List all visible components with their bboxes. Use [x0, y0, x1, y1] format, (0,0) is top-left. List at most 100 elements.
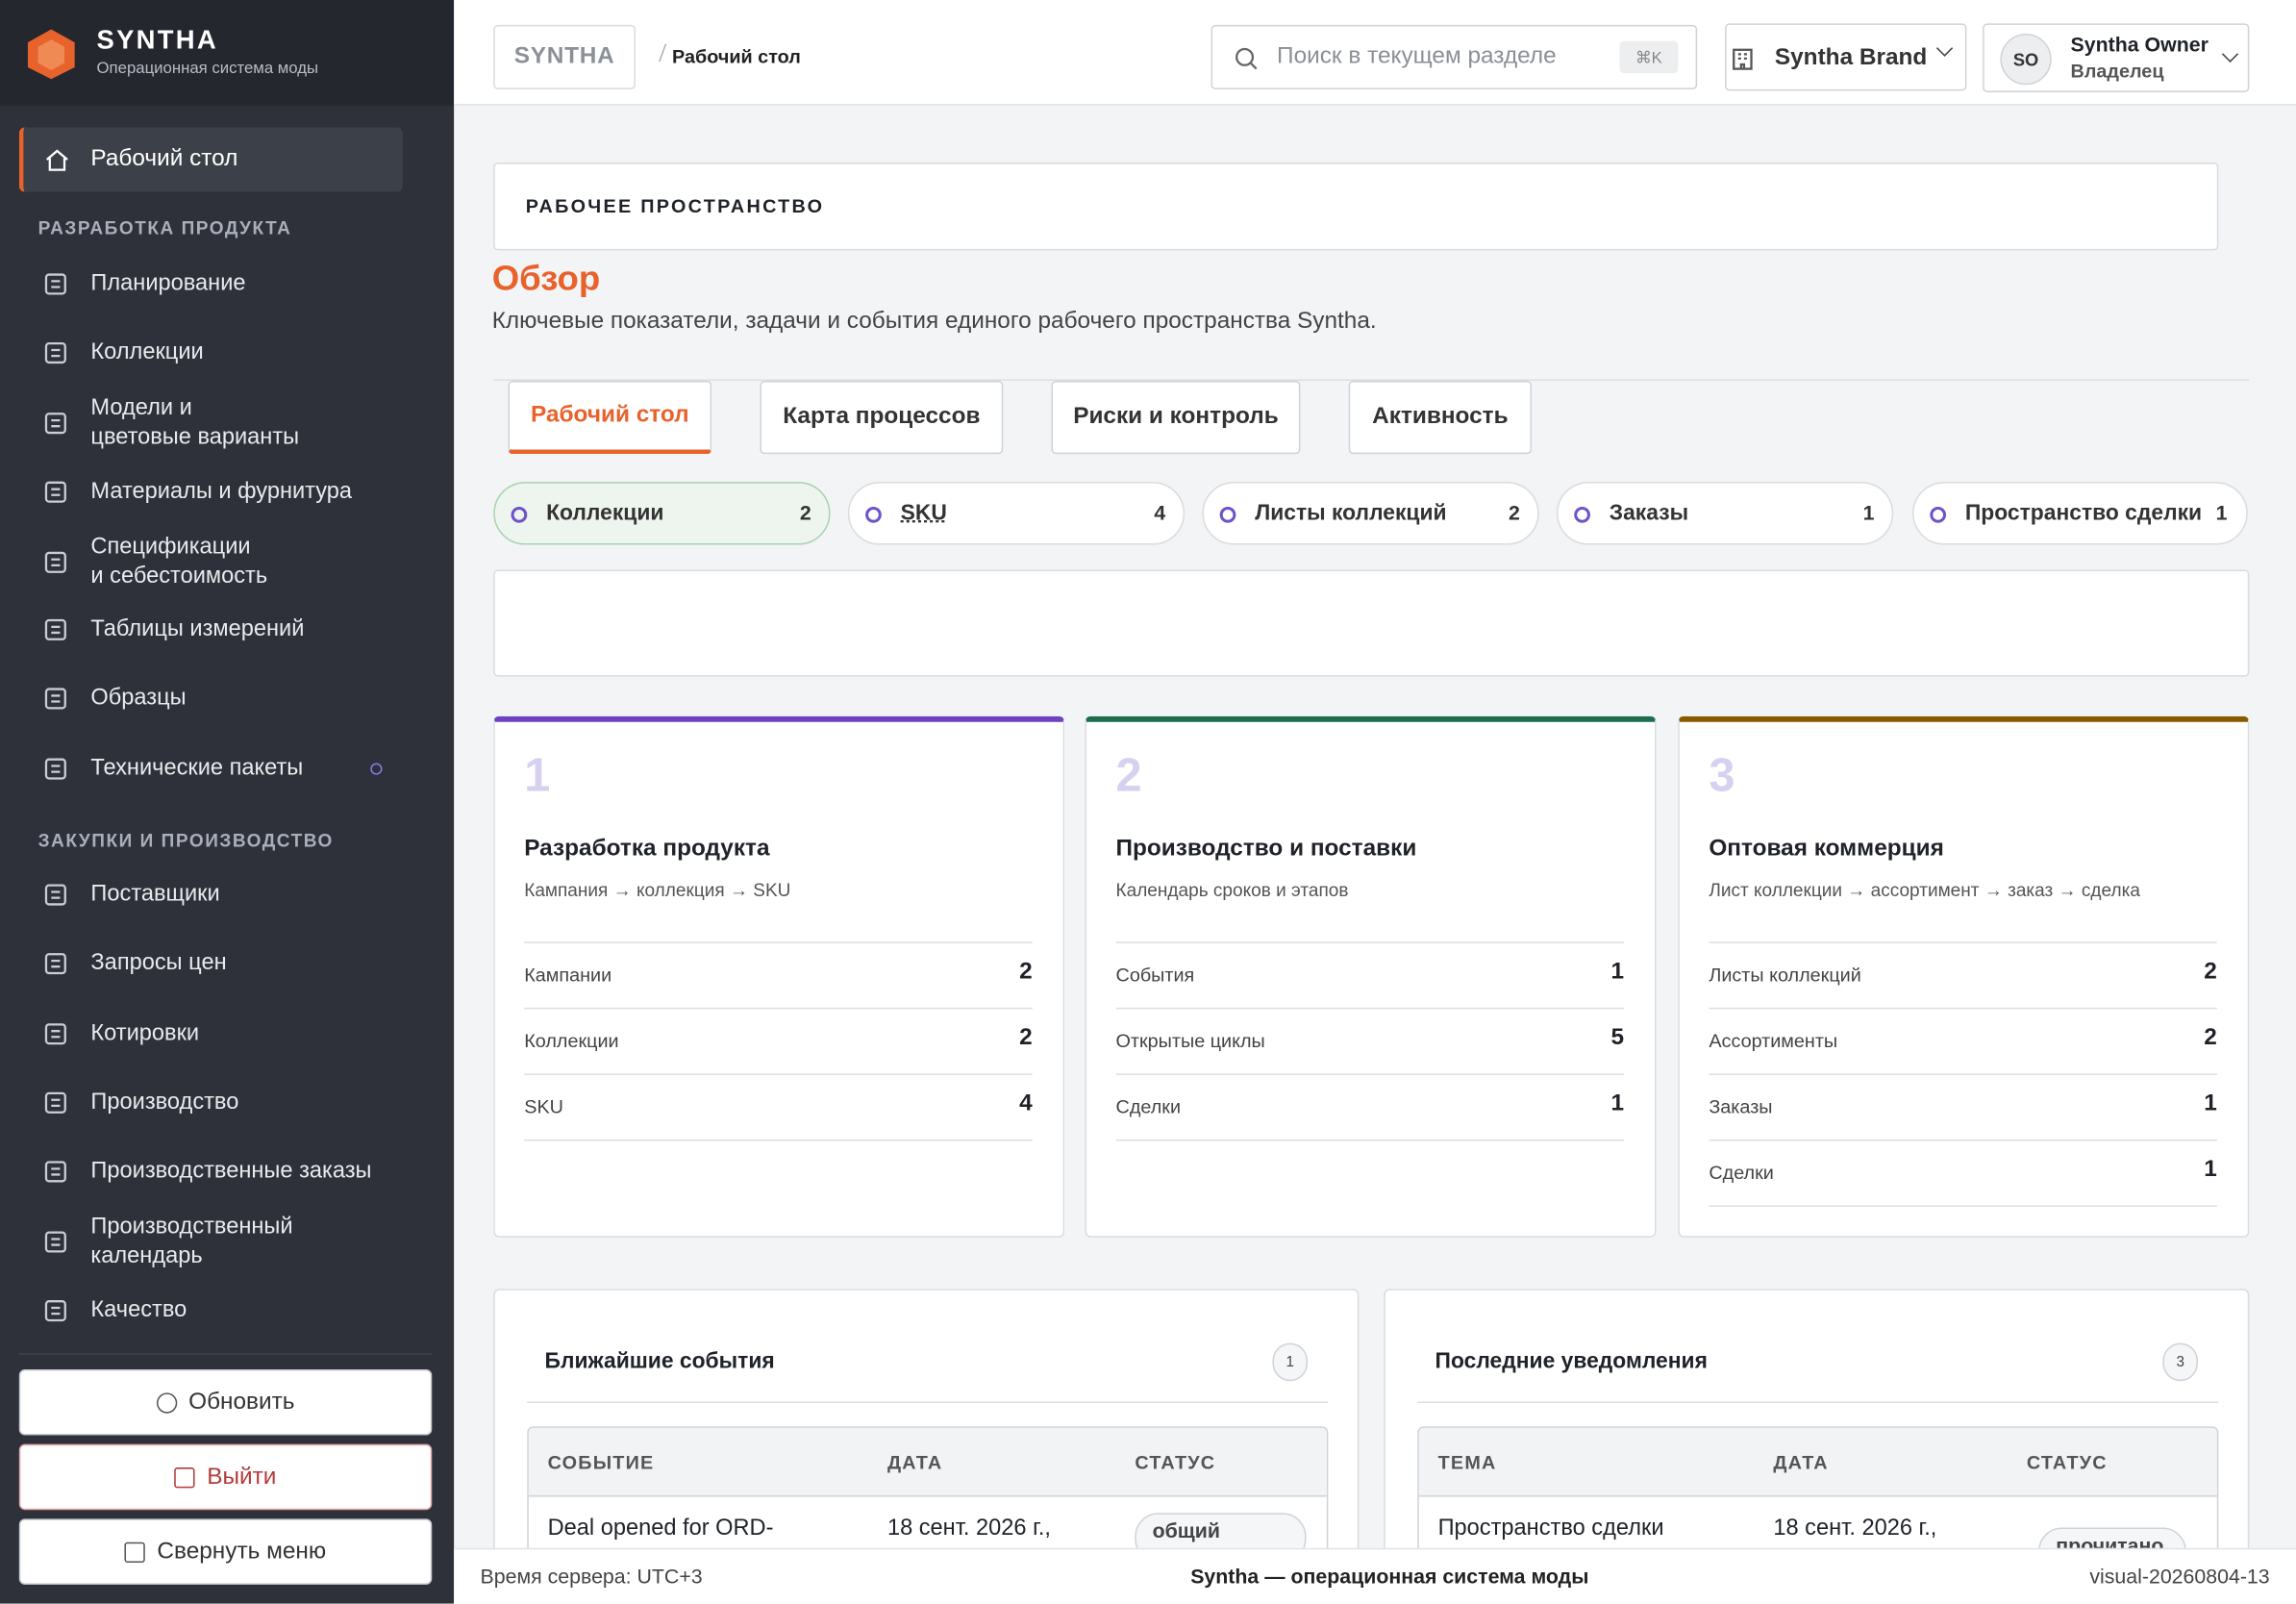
metric-label: Кампании [524, 964, 612, 986]
nav-item[interactable]: Таблицы измерений [19, 600, 432, 659]
breadcrumb-current: Рабочий стол [672, 45, 801, 68]
nav-item[interactable]: Материалы и фурнитура [19, 463, 432, 521]
footer-center: Syntha — операционная система моды [1190, 1564, 1589, 1588]
row-divider [524, 1007, 1033, 1010]
icon [42, 549, 68, 575]
icon-glyph [1733, 48, 1753, 70]
metric-label: События [1115, 964, 1195, 986]
row-divider [1115, 1073, 1625, 1075]
icon [42, 1229, 68, 1255]
tab[interactable]: Риски и контроль [1051, 380, 1301, 455]
logo-mark [27, 29, 75, 80]
metric-value: 2 [2204, 1025, 2217, 1050]
count-badge: 1 [1272, 1342, 1309, 1382]
filter-chip[interactable]: Листы коллекций 2 [1202, 482, 1539, 545]
cell: Deal opened for ORD- [547, 1516, 774, 1541]
search-placeholder: Поиск в текущем разделе [1277, 43, 1557, 69]
metric-label: Заказы [1709, 1095, 1773, 1118]
nav-item[interactable]: Технические пакеты [19, 739, 432, 798]
chip-count: 2 [799, 500, 811, 525]
nav-label: Запросы цен [90, 950, 227, 976]
brand-select[interactable]: Syntha Brand [1725, 23, 1967, 91]
nav-item[interactable]: Образцы [19, 669, 432, 728]
icon-glyph [44, 342, 66, 364]
nav-section-title: РАЗРАБОТКА ПРОДУКТА [37, 217, 292, 239]
nav-label: Коллекции [90, 339, 204, 365]
metric-value: 2 [1019, 1025, 1033, 1050]
icon [1730, 45, 1756, 71]
button-icon [124, 1541, 146, 1563]
metric-label: Сделки [1709, 1161, 1774, 1184]
tab[interactable]: Активность [1348, 380, 1533, 455]
metric-label: Открытые циклы [1115, 1029, 1265, 1052]
count-label: 1 [1285, 1354, 1294, 1370]
nav-item[interactable]: Производственные заказы [19, 1142, 432, 1201]
table-header: СОБЫТИЕ ДАТА СТАТУС [528, 1427, 1327, 1497]
metric-value: 1 [2204, 1090, 2217, 1116]
chevron [1935, 39, 1954, 57]
icon [42, 882, 68, 908]
nav-label: Котировки [90, 1020, 200, 1046]
row-divider [1709, 1205, 2217, 1207]
filter-chip[interactable]: SKU 4 [847, 482, 1185, 545]
column-header: СОБЫТИЕ [547, 1451, 655, 1474]
nav-item[interactable]: Поставщики [19, 865, 432, 924]
icon-glyph [44, 273, 66, 295]
metric-value: 5 [1610, 1025, 1625, 1050]
avatar-initials: SO [2012, 49, 2039, 70]
chip-dot [1574, 506, 1590, 523]
nav-item[interactable]: Котировки [19, 1005, 432, 1064]
brand-tagline: Операционная система моды [96, 60, 319, 78]
tab-label: Рабочий стол [531, 402, 689, 428]
column-header: СТАТУС [1135, 1451, 1216, 1474]
search-input[interactable]: Поиск в текущем разделе ⌘K [1210, 24, 1698, 89]
nav-item-active[interactable]: Рабочий стол [18, 127, 403, 192]
icon-glyph [44, 551, 66, 573]
nav-item[interactable]: Коллекции [19, 324, 432, 383]
footer-right: visual-20260804-13 [2089, 1564, 2270, 1588]
icon-glyph [44, 884, 66, 906]
cell: 18 сент. 2026 г., [1773, 1516, 1937, 1541]
row-divider [1709, 941, 2217, 943]
nav-label: Таблицы измерений [90, 616, 305, 642]
row-divider [524, 941, 1033, 943]
nav-item[interactable]: Запросы цен [19, 935, 432, 993]
filter-chip[interactable]: Пространство сделки 1 [1912, 482, 2248, 545]
count-badge: 3 [2162, 1342, 2199, 1382]
nav-item[interactable]: Спецификации и себестоимость [19, 533, 432, 591]
icon [1233, 45, 1259, 71]
filter-chip[interactable]: Заказы 1 [1556, 482, 1894, 545]
icon [42, 616, 68, 642]
panel-title: Ближайшие события [544, 1348, 775, 1374]
nav-item[interactable]: Производственный календарь [19, 1213, 432, 1271]
nav-item[interactable]: Производство [19, 1073, 432, 1132]
sidebar: SYNTHA Операционная система моды Рабочий с… [0, 0, 455, 1604]
nav-item[interactable]: Модели и цветовые варианты [19, 394, 432, 453]
filter-chip[interactable]: Коллекции 2 [493, 482, 831, 545]
chip-dot [865, 506, 882, 523]
chip-label: Коллекции [546, 500, 664, 526]
nav-label: Технические пакеты [90, 755, 304, 781]
table-header: ТЕМА ДАТА СТАТУС [1418, 1427, 2217, 1497]
button-label: Обновить [188, 1389, 295, 1415]
chip-label: Листы коллекций [1255, 500, 1447, 526]
page-subtitle: Ключевые показатели, задачи и события ед… [491, 309, 1377, 335]
nav-label: Рабочий стол [90, 146, 238, 172]
tab[interactable]: Рабочий стол [508, 380, 712, 455]
icon-glyph [45, 149, 68, 171]
metric-value: 1 [2204, 1157, 2217, 1183]
nav-item[interactable]: Планирование [19, 255, 432, 313]
brand-select-label: Syntha Brand [1774, 45, 1928, 71]
sidebar-button[interactable]: Обновить [18, 1369, 433, 1436]
tab[interactable]: Карта процессов [760, 380, 1004, 455]
row-divider [1115, 941, 1625, 943]
icon [44, 146, 70, 172]
nav-item[interactable]: Качество [19, 1282, 432, 1341]
sidebar-button[interactable]: Свернуть меню [18, 1518, 433, 1585]
sidebar-button[interactable]: Выйти [18, 1443, 433, 1511]
user-menu[interactable]: SO Syntha Owner Владелец [1983, 23, 2250, 92]
icon-glyph [44, 688, 66, 710]
breadcrumb-root[interactable]: SYNTHA [493, 24, 636, 89]
cell: Пространство сделки [1437, 1516, 1664, 1541]
stage-number: 1 [524, 748, 551, 802]
